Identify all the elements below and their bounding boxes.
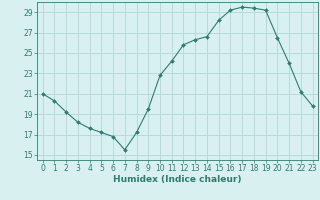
X-axis label: Humidex (Indice chaleur): Humidex (Indice chaleur) xyxy=(113,175,242,184)
